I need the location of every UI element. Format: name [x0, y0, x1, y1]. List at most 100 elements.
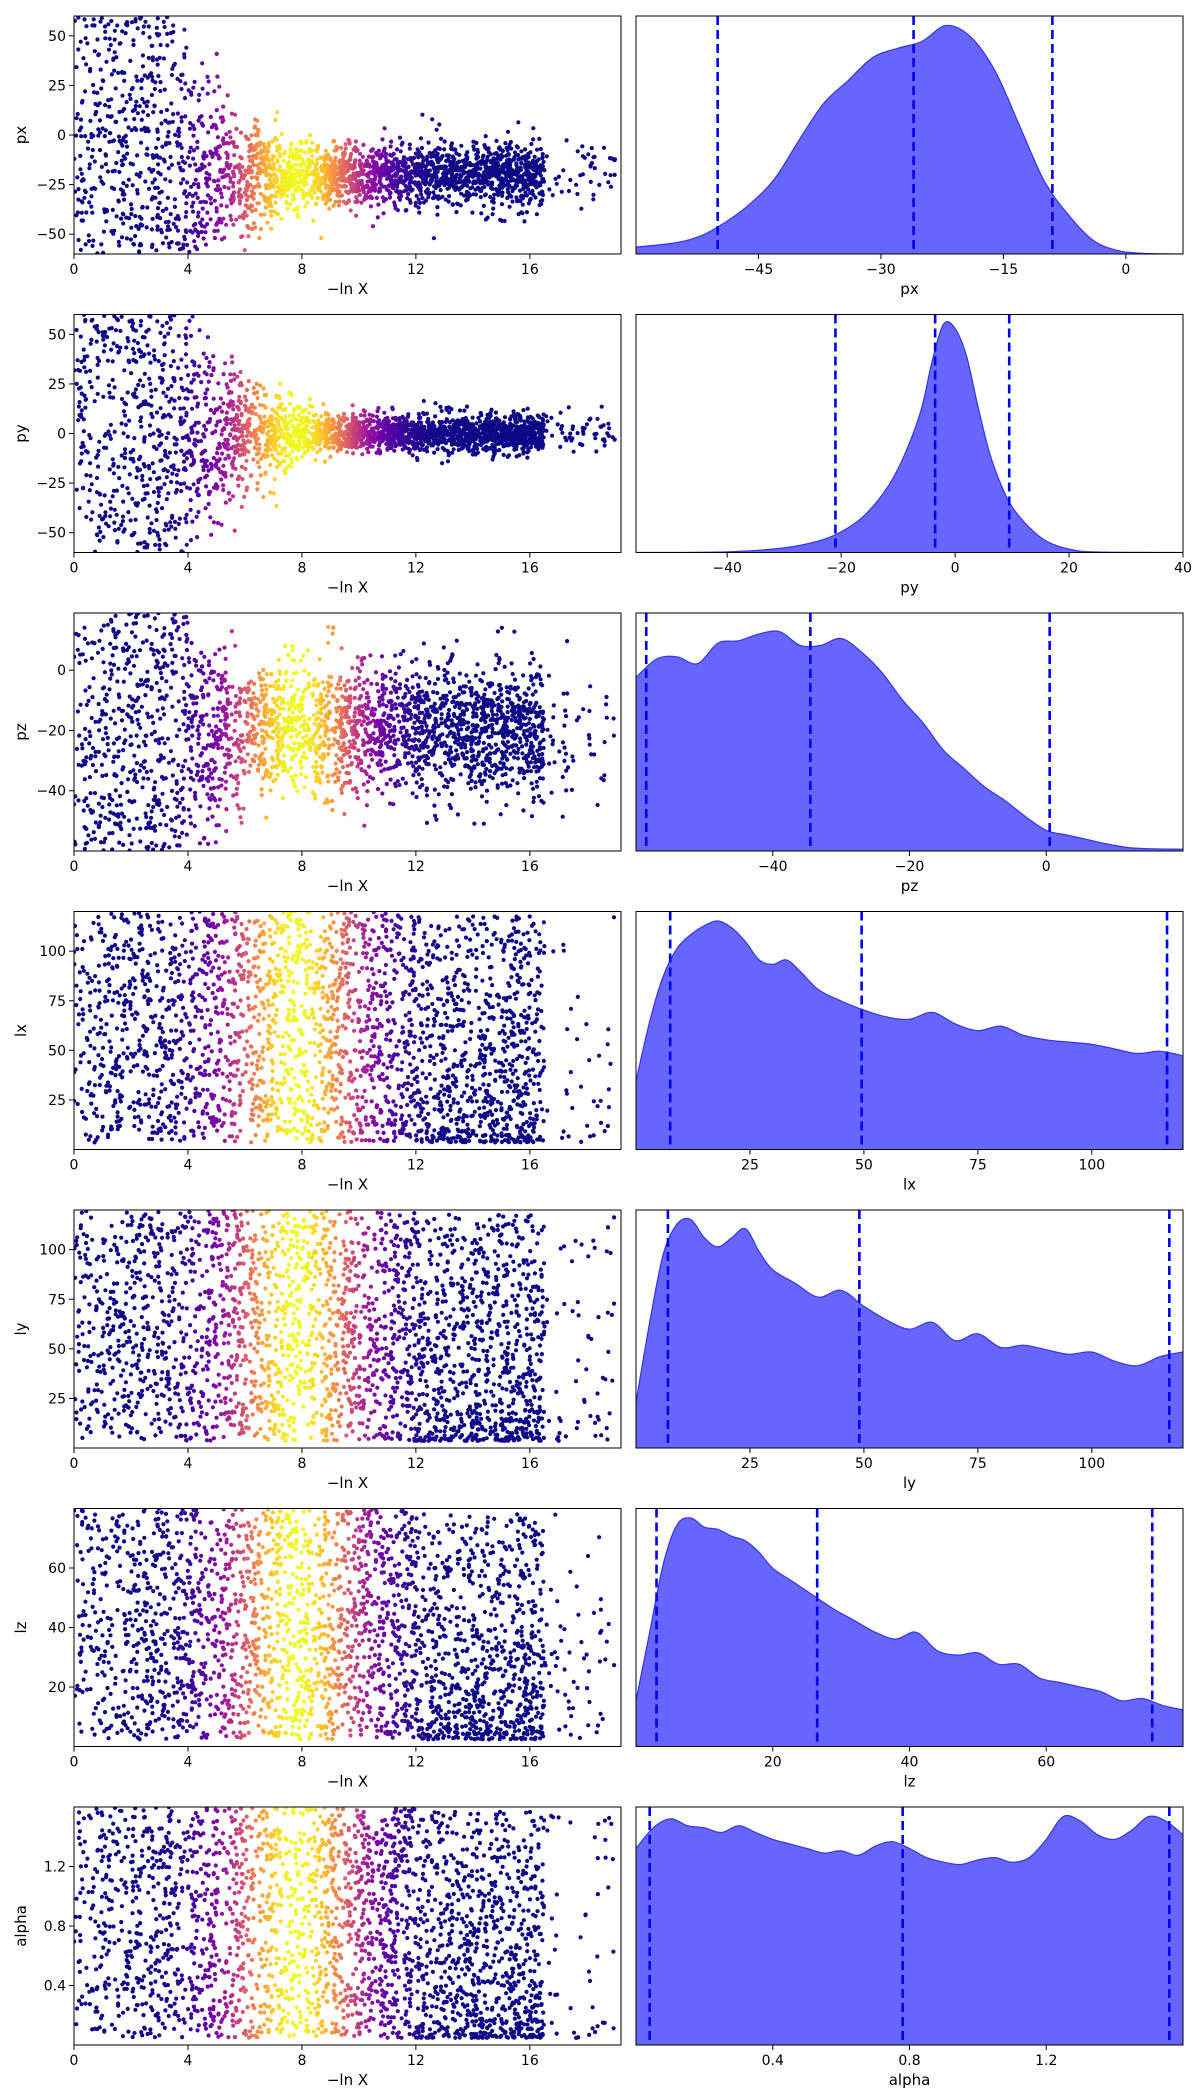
trace-point [94, 339, 99, 344]
trace-point [280, 190, 285, 195]
trace-point [558, 444, 563, 449]
trace-point [219, 477, 224, 482]
trace-point [416, 420, 421, 425]
trace-point [413, 168, 418, 173]
trace-point [237, 214, 242, 219]
trace-point [201, 432, 206, 437]
trace-point [140, 473, 145, 479]
trace-point [440, 165, 445, 171]
trace-point [474, 156, 479, 161]
trace-point [541, 412, 546, 417]
trace-point [149, 394, 154, 399]
trace-point [337, 189, 342, 195]
trace-point [529, 141, 534, 147]
trace-point [445, 186, 450, 191]
trace-point [550, 193, 555, 198]
trace-point [318, 155, 323, 160]
trace-point [401, 155, 406, 160]
trace-point [106, 22, 111, 27]
trace-point [196, 98, 201, 103]
trace-point [442, 147, 447, 152]
trace-point [114, 316, 119, 321]
trace-point [135, 340, 140, 346]
trace-point [253, 124, 258, 129]
trace-point [534, 179, 539, 184]
trace-point [444, 153, 449, 158]
trace-point [184, 201, 189, 206]
trace-point [322, 181, 327, 186]
trace-point [431, 190, 436, 195]
trace-point [467, 193, 473, 198]
trace-point [462, 193, 467, 198]
trace-point [446, 194, 452, 199]
trace-point [446, 179, 452, 184]
trace-point [97, 492, 103, 497]
trace-point [505, 129, 511, 134]
trace-point [200, 206, 205, 211]
trace-point [266, 429, 271, 434]
trace-point [336, 165, 341, 170]
trace-point [255, 487, 260, 492]
trace-point [270, 453, 275, 458]
trace-point [331, 445, 336, 450]
trace-point [468, 163, 473, 168]
trace-point [215, 74, 220, 79]
trace-point [166, 491, 171, 496]
trace-point [149, 388, 154, 393]
trace-point [580, 144, 585, 149]
trace-point [432, 450, 437, 455]
trace-point [544, 428, 549, 433]
trace-point [158, 485, 164, 490]
trace-point [233, 434, 238, 439]
trace-point [343, 146, 348, 151]
trace-point [117, 138, 122, 144]
trace-point [75, 111, 80, 117]
trace-point [128, 456, 133, 461]
trace-point [323, 440, 328, 445]
trace-point [192, 363, 197, 368]
trace-point [174, 140, 180, 145]
trace-point [108, 436, 113, 441]
trace-point [104, 59, 109, 64]
trace-point [288, 202, 293, 207]
trace-point [450, 450, 455, 455]
trace-point [336, 203, 341, 208]
trace-point [429, 423, 434, 428]
trace-point [237, 418, 242, 424]
trace-point [193, 227, 198, 232]
trace-point [203, 176, 209, 181]
trace-point [114, 488, 119, 493]
trace-point [366, 189, 371, 195]
trace-point [258, 212, 263, 217]
trace-point [228, 378, 233, 383]
trace-point [79, 218, 84, 223]
trace-point [141, 24, 146, 29]
trace-point [219, 432, 224, 437]
trace-point [164, 435, 169, 440]
trace-point [171, 23, 176, 28]
trace-point [95, 37, 100, 42]
trace-point [102, 210, 107, 215]
trace-point [171, 463, 176, 468]
trace-point [119, 235, 125, 240]
trace-point [196, 509, 201, 515]
trace-point [274, 194, 279, 199]
trace-point [365, 446, 370, 451]
trace-point [152, 86, 157, 92]
trace-point [298, 164, 303, 169]
trace-point [240, 164, 245, 169]
trace-point [307, 397, 313, 402]
trace-point [253, 411, 258, 417]
trace-point [258, 473, 263, 478]
trace-point [97, 148, 103, 153]
trace-point [507, 431, 512, 436]
trace-point [412, 165, 417, 170]
trace-point [142, 439, 147, 444]
trace-point [182, 96, 188, 101]
trace-point [282, 168, 287, 173]
trace-point [89, 135, 94, 140]
trace-point [265, 440, 270, 445]
trace-point [606, 180, 611, 185]
trace-point [226, 186, 231, 191]
trace-point [182, 418, 187, 423]
